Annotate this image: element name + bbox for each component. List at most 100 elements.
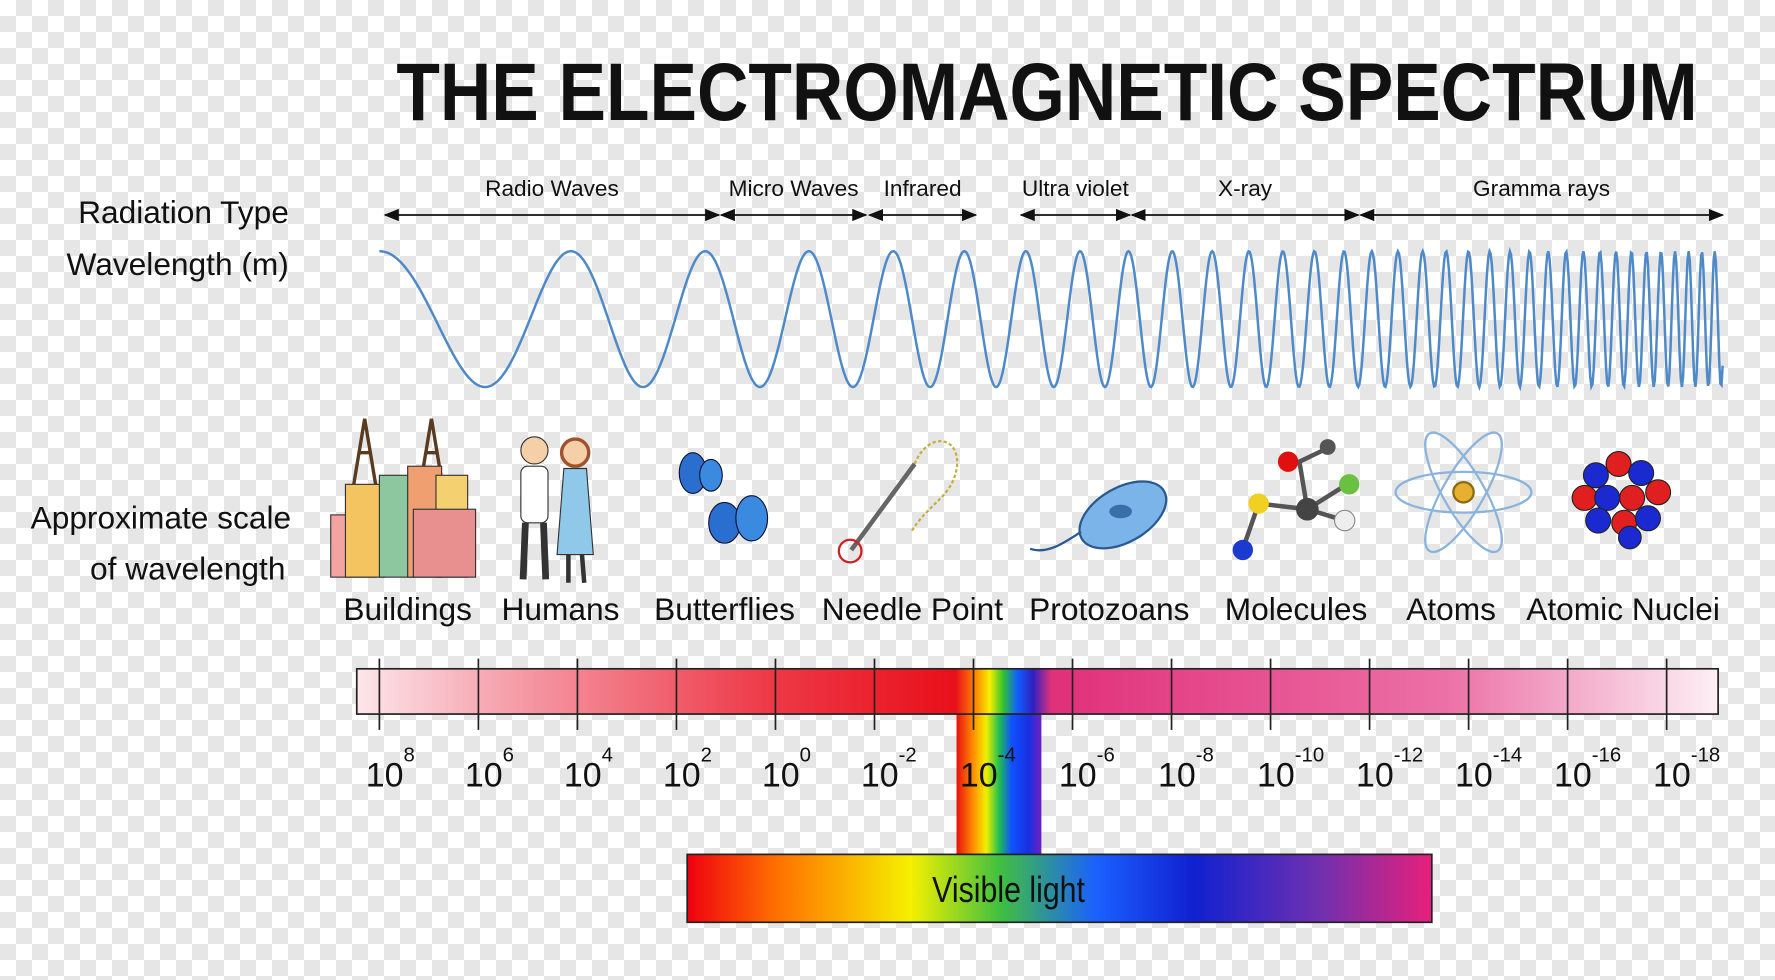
humans-icon-part [566, 554, 587, 583]
object-label: Protozoans [1029, 591, 1189, 627]
wave [379, 246, 1724, 392]
nuclei-icon-part [1645, 479, 1672, 506]
scale: 10810610410210010-210-410-610-810-1010-1… [366, 658, 1720, 795]
tick-label: 108 [366, 745, 415, 795]
tick-exponent: 6 [503, 745, 514, 767]
tick-exponent: 0 [800, 745, 811, 767]
tick-base: 10 [1356, 756, 1394, 794]
tick-base: 10 [1158, 756, 1196, 794]
needle-icon-part [910, 440, 959, 533]
tick-base: 10 [1554, 756, 1592, 794]
humans-icon-part [556, 467, 594, 556]
tick-label: 10-10 [1257, 745, 1324, 795]
molecule-icon-part [1248, 493, 1269, 514]
atom-icon-part [1424, 431, 1503, 554]
radiation-type: X-ray [1218, 176, 1273, 201]
tick-label: 10-8 [1158, 745, 1214, 795]
tick-base: 10 [564, 756, 602, 794]
radiation-type: Gramma rays [1473, 176, 1610, 201]
protozoan-icon-part [1109, 504, 1132, 519]
molecule-icon-part [1319, 439, 1336, 455]
row-label: Radiation Type [78, 194, 289, 230]
nuclei-icon [1571, 450, 1672, 550]
butterflies-icon-part [699, 458, 723, 492]
object-label: Atomic Nuclei [1526, 591, 1720, 627]
tick-base: 10 [762, 756, 800, 794]
spectrum-bar [355, 667, 1719, 715]
tick-label: 10-16 [1554, 745, 1621, 795]
butterflies-icon-part [735, 495, 769, 542]
tick-exponent: 8 [404, 745, 415, 767]
tick-exponent: -8 [1196, 745, 1214, 767]
row-label: of wavelength [90, 550, 285, 586]
molecule-icon-part [1339, 474, 1360, 495]
humans-icon-part [520, 436, 549, 465]
nuclei-icon-part [1628, 460, 1655, 487]
tick-exponent: -2 [899, 745, 917, 767]
tick-label: 104 [564, 745, 613, 795]
radiation-type: Radio Waves [485, 176, 619, 201]
tick-label: 10-12 [1356, 745, 1423, 795]
atom-icon-part [1424, 431, 1503, 554]
tick-label: 10-6 [1059, 745, 1115, 795]
visible-light-label: Visible light [932, 869, 1085, 910]
atom-icon [1394, 431, 1533, 554]
tick-base: 10 [366, 756, 404, 794]
tick-base: 10 [1059, 756, 1097, 794]
nuclei-icon-part [1617, 525, 1642, 550]
tick-label: 10-18 [1653, 745, 1720, 795]
tick-label: 100 [762, 745, 811, 795]
buildings-icon-part [351, 418, 445, 487]
visible-band [956, 712, 1042, 856]
molecule-icon-part [1296, 497, 1319, 521]
tick-base: 10 [1257, 756, 1295, 794]
protozoan-icon-part [1029, 530, 1082, 552]
tick-base: 10 [1653, 756, 1691, 794]
tick-exponent: -18 [1691, 745, 1720, 767]
tick-exponent: 4 [602, 745, 613, 767]
radiation-type: Infrared [884, 176, 962, 201]
butterflies-icon [678, 452, 769, 544]
object-label: Molecules [1225, 591, 1368, 627]
nuclei-icon-part [1605, 450, 1632, 477]
nuclei-icon-part [1571, 484, 1598, 511]
tick-label: 10-2 [861, 745, 917, 795]
object-row: Buildings Humans Butterflies Needle Point Pr… [343, 591, 1719, 627]
row-label: Approximate scale [31, 499, 292, 535]
radiation-row: Radio Waves Micro Waves Infrared Ultra viol… [383, 176, 1725, 222]
radiation-type: Ultra violet [1022, 176, 1130, 201]
visible-light-box [686, 853, 1433, 924]
tick-label: 102 [663, 745, 712, 795]
buildings-icon-part [344, 483, 386, 578]
tick-label: 10-14 [1455, 745, 1522, 795]
nuclei-icon-part [1585, 507, 1612, 534]
tick-label: 10-4 [960, 745, 1016, 795]
needle-icon [837, 440, 959, 564]
tick-base: 10 [663, 756, 701, 794]
tick-exponent: -16 [1592, 745, 1621, 767]
nuclei-icon-part [1634, 505, 1661, 532]
radiation-type: Micro Waves [729, 176, 859, 201]
object-label: Needle Point [822, 591, 1004, 627]
tick-base: 10 [960, 756, 998, 794]
atom-icon-part [1452, 480, 1475, 504]
tick-base: 10 [861, 756, 899, 794]
humans-icon-part [520, 465, 549, 524]
needle-icon-part [837, 538, 863, 564]
buildings-icon [330, 418, 477, 578]
nuclei-icon-part [1594, 484, 1621, 511]
tick-label: 106 [465, 745, 514, 795]
tick-exponent: -10 [1295, 745, 1324, 767]
humans-icon [519, 436, 594, 583]
molecule-icon-part [1333, 509, 1356, 532]
nuclei-icon-part [1619, 484, 1646, 511]
humans-icon-part [559, 437, 591, 468]
nuclei-icon-part [1582, 462, 1609, 489]
tick-exponent: -12 [1394, 745, 1423, 767]
tick-base: 10 [465, 756, 503, 794]
atom-icon-part [1394, 470, 1533, 514]
title: THE ELECTROMAGNETIC SPECTRUM [396, 47, 1697, 138]
